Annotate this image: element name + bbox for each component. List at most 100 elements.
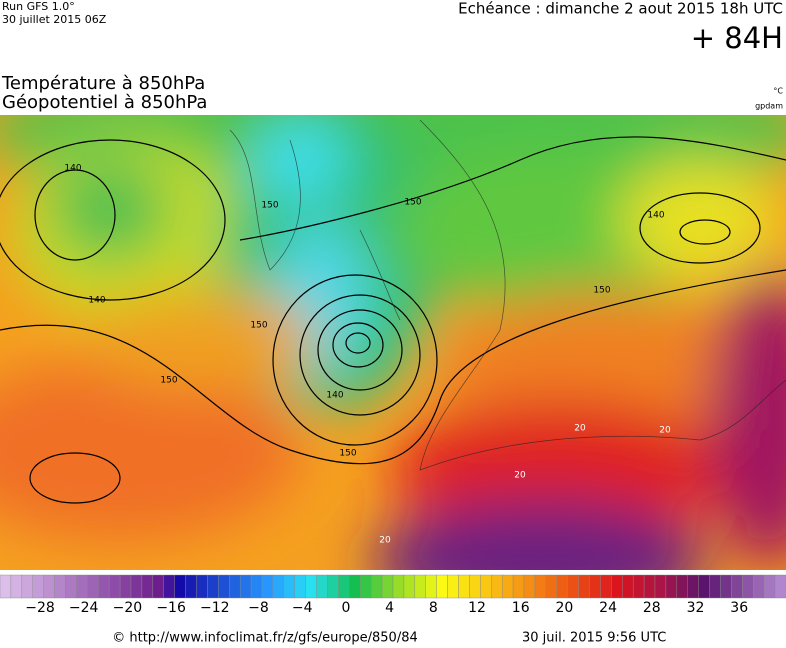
colorbar-swatch [349, 574, 361, 599]
colorbar-swatch [556, 574, 568, 599]
colorbar-swatch [458, 574, 470, 599]
colorbar-swatch [512, 574, 525, 599]
contour-label: 150 [261, 201, 278, 211]
colorbar-swatch [381, 574, 394, 599]
unit-geopotential: gpdam [755, 102, 783, 111]
colorbar-label: 4 [385, 600, 394, 616]
colorbar-swatch [742, 574, 754, 599]
colorbar-swatch [632, 574, 645, 599]
colorbar-swatch [687, 574, 699, 599]
colorbar-swatch [98, 574, 110, 599]
contours [0, 136, 786, 504]
footer-timestamp: 30 juil. 2015 9:56 UTC [522, 631, 666, 646]
colorbar-swatch [54, 574, 66, 599]
colorbar-swatch [130, 574, 143, 599]
colorbar-swatch [239, 574, 252, 599]
colorbar-label: 0 [341, 600, 350, 616]
colorbar-swatch [643, 574, 656, 599]
colorbar-label: −28 [25, 600, 55, 616]
contour-label: 20 [379, 536, 391, 546]
colorbar-swatch [665, 574, 678, 599]
colorbar-swatch [731, 574, 743, 599]
colorbar-label: −20 [113, 600, 143, 616]
colorbar-swatch [709, 574, 721, 599]
colorbar-swatch [305, 574, 317, 599]
contour-label: 140 [64, 164, 81, 174]
colorbar-swatch [523, 574, 536, 599]
colorbar-swatch [403, 574, 416, 599]
colorbar-swatch [272, 574, 285, 599]
colorbar-swatch [119, 574, 132, 599]
contour-label: 150 [593, 286, 610, 296]
contour-label: 150 [339, 449, 356, 459]
colorbar-swatch [578, 574, 590, 599]
colorbar: −28 −24 −20 −16 −12 −8 −4 0 4 8 12 16 20 24 28 32 36 [0, 574, 786, 616]
colorbar-swatch [534, 574, 547, 599]
colorbar-label: −8 [248, 600, 269, 616]
colorbar-swatch [622, 574, 634, 599]
colorbar-swatch [600, 574, 612, 599]
colorbar-swatch [283, 574, 295, 599]
colorbar-swatch [185, 574, 197, 599]
colorbar-label: −24 [69, 600, 99, 616]
colorbar-swatch [327, 574, 339, 599]
colorbar-swatch [589, 574, 601, 599]
contour-label: 140 [326, 391, 343, 401]
colorbar-label: 28 [643, 600, 661, 616]
colorbar-swatch [174, 574, 186, 599]
colorbar-swatch [338, 574, 350, 599]
colorbar-swatch [370, 574, 383, 599]
colorbar-swatch [152, 574, 164, 599]
colorbar-label: −12 [200, 600, 230, 616]
colorbar-label: −16 [156, 600, 186, 616]
colorbar-swatch [501, 574, 514, 599]
colorbar-swatch [698, 574, 710, 599]
title-temperature: Température à 850hPa [1, 73, 205, 94]
colorbar-swatch [141, 574, 154, 599]
contour-label: 20 [574, 424, 586, 434]
colorbar-swatch [108, 574, 121, 599]
colorbar-swatch [163, 574, 175, 599]
colorbar-swatch [545, 574, 557, 599]
colorbar-swatch [65, 574, 77, 599]
run: Run GFS 1.0° [2, 0, 75, 13]
colorbar-swatch [567, 574, 579, 599]
colorbar-label: 12 [468, 600, 486, 616]
colorbar-swatch [392, 574, 405, 599]
colorbar-swatch [250, 574, 263, 599]
colorbar-swatch [763, 574, 776, 599]
colorbar-label: 36 [730, 600, 748, 616]
colorbar-swatch [425, 574, 437, 599]
colorbar-swatch [0, 574, 12, 599]
colorbar-swatch [491, 574, 503, 599]
contour-label: 20 [659, 426, 671, 436]
contour-label: 140 [647, 211, 664, 221]
lead-time: + 84H [691, 21, 783, 55]
colorbar-label: 20 [555, 600, 573, 616]
coastlines [229, 119, 786, 471]
colorbar-swatch [32, 574, 44, 599]
unit-temperature: °C [773, 87, 783, 96]
colorbar-swatch [469, 574, 481, 599]
colorbar-swatch [207, 574, 219, 599]
colorbar-label: −4 [292, 600, 313, 616]
footer-url: © http://www.infoclimat.fr/z/gfs/europe/… [112, 631, 418, 646]
colorbar-swatch [753, 574, 765, 599]
run-date: 30 juillet 2015 06Z [2, 13, 107, 26]
map: 140 150 150 140 140 150 150 150 140 150 20 20 20 20 [0, 115, 786, 570]
colorbar-swatch [87, 574, 99, 599]
colorbar-swatch [720, 574, 732, 599]
contour-label: 150 [250, 321, 267, 331]
colorbar-swatch [76, 574, 88, 599]
colorbar-swatch [676, 574, 688, 599]
contour-label: 150 [404, 198, 421, 208]
contour-label: 140 [88, 296, 105, 306]
colorbar-label: 16 [512, 600, 530, 616]
colorbar-swatch [10, 574, 23, 599]
colorbar-swatch [218, 574, 230, 599]
contour-label: 150 [160, 376, 177, 386]
colorbar-swatch [316, 574, 328, 599]
colorbar-swatch [447, 574, 459, 599]
colorbar-swatch [21, 574, 33, 599]
